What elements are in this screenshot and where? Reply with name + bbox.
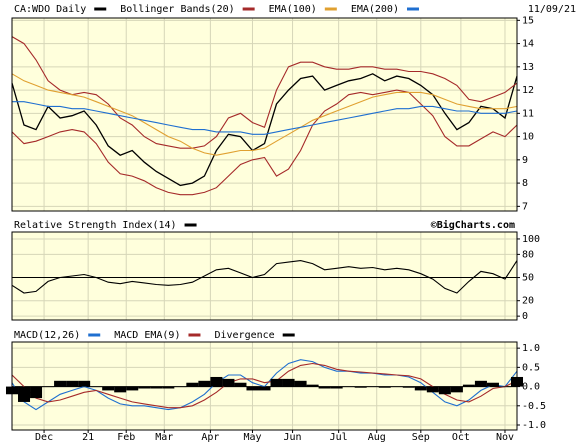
band-line (11, 89, 518, 196)
divergence-bar (222, 378, 235, 387)
legend-label: Divergence (214, 330, 274, 341)
divergence-bar (258, 386, 271, 391)
series-line (11, 73, 518, 156)
y-tick-label: 0 (522, 311, 528, 322)
legend-label: Relative Strength Index(14) (14, 220, 177, 231)
credit: ©BigCharts.com (431, 219, 515, 231)
y-tick-label: 9 (522, 155, 528, 166)
x-tick-label: Mar (155, 432, 173, 443)
divergence-bar (438, 386, 451, 395)
y-tick-label: 7 (522, 201, 528, 212)
divergence-bar (486, 382, 499, 387)
legend-label: MACD EMA(9) (114, 330, 180, 341)
y-tick-label: 13 (522, 62, 534, 73)
divergence-bar (342, 386, 355, 388)
y-tick-label: -0.5 (522, 401, 546, 412)
y-tick-label: 100 (522, 234, 540, 245)
y-tick-label: 10 (522, 132, 534, 143)
divergence-bar (366, 386, 379, 388)
x-tick-label: Jun (284, 432, 302, 443)
divergence-bar (294, 380, 307, 387)
plot-border (11, 17, 518, 212)
divergence-bar (42, 386, 55, 388)
plot-area (12, 18, 517, 211)
legend-label: CA:WDO Daily (14, 4, 86, 15)
x-tick-label: Sep (412, 432, 430, 443)
divergence-bar (150, 386, 163, 389)
plot-area (12, 232, 517, 320)
divergence-bar (330, 386, 343, 389)
y-tick-label: 12 (522, 85, 534, 96)
x-tick-label: 21 (82, 432, 94, 443)
x-tick-label: Dec (35, 432, 53, 443)
divergence-bar (474, 380, 487, 387)
x-tick-label: Oct (452, 432, 470, 443)
divergence-bar (30, 386, 43, 399)
date-label: 11/09/21 (528, 4, 576, 15)
divergence-bar (378, 386, 391, 388)
plot-border (11, 231, 518, 321)
divergence-bar (18, 386, 31, 402)
divergence-bar (306, 384, 319, 387)
legend-label: MACD(12,26) (14, 330, 80, 341)
divergence-bar (282, 378, 295, 387)
y-tick-label: 80 (522, 249, 534, 260)
series-line (12, 101, 518, 135)
y-tick-label: 50 (522, 273, 534, 284)
x-tick-label: Jul (330, 432, 348, 443)
divergence-bar (90, 386, 103, 388)
divergence-bar (174, 386, 187, 388)
divergence-bar (126, 386, 139, 391)
y-tick-label: 15 (522, 15, 534, 26)
divergence-bar (210, 376, 223, 387)
y-tick-label: 1.0 (522, 343, 540, 354)
divergence-bar (102, 386, 115, 391)
y-tick-label: 0.5 (522, 362, 540, 373)
divergence-bar (402, 386, 415, 388)
divergence-bar (66, 380, 79, 387)
y-tick-label: 8 (522, 178, 528, 189)
y-tick-label: -1.0 (522, 420, 546, 431)
divergence-bar (426, 386, 439, 393)
legend-label: Bollinger Bands(20) (120, 4, 234, 15)
y-tick-label: 0.0 (522, 382, 540, 393)
divergence-bar (162, 386, 175, 389)
y-tick-label: 11 (522, 108, 534, 119)
divergence-bar (390, 386, 403, 388)
y-tick-label: 14 (522, 39, 534, 50)
x-tick-label: Apr (201, 432, 219, 443)
divergence-bar (450, 386, 463, 393)
legend-label: EMA(200) (351, 4, 399, 15)
legend-label: EMA(100) (269, 4, 317, 15)
divergence-bar (246, 386, 259, 391)
x-tick-label: May (243, 432, 261, 443)
divergence-bar (54, 380, 67, 387)
divergence-bar (138, 386, 151, 389)
divergence-bar (462, 384, 475, 387)
x-tick-label: Aug (368, 432, 386, 443)
divergence-bar (198, 380, 211, 387)
divergence-bar (270, 378, 283, 387)
y-tick-label: 20 (522, 296, 534, 307)
divergence-bar (414, 386, 427, 391)
series-line (11, 260, 518, 294)
divergence-bar (186, 382, 199, 387)
divergence-bar (354, 386, 367, 388)
x-tick-label: Feb (117, 432, 135, 443)
divergence-bar (114, 386, 127, 393)
plot-border (11, 341, 518, 431)
band-line (11, 36, 518, 149)
x-tick-label: Nov (496, 432, 514, 443)
divergence-bar (318, 386, 331, 389)
divergence-bar (234, 382, 247, 387)
divergence-bar (498, 386, 511, 388)
divergence-bar (78, 380, 91, 387)
